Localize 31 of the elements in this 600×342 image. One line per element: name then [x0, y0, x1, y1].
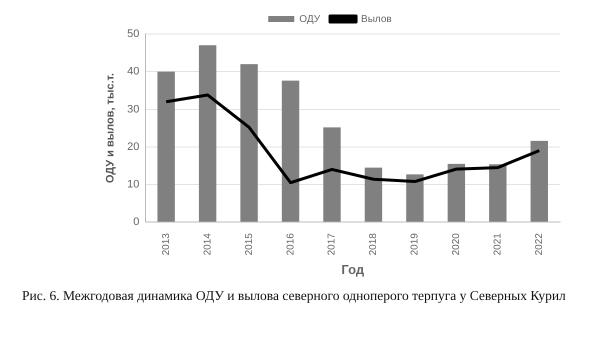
x-tick-label: 2020 [451, 232, 462, 256]
bar [530, 140, 548, 222]
x-tick-label: 2021 [492, 232, 504, 256]
bar [323, 127, 341, 222]
bar [282, 80, 300, 222]
y-tick-label: 50 [127, 28, 140, 40]
bar [157, 72, 175, 222]
legend-label: ОДУ [299, 14, 321, 25]
x-tick-label: 2022 [534, 232, 546, 256]
legend-label: Вылов [361, 14, 392, 25]
bar [198, 45, 216, 222]
x-tick-label: 2016 [285, 232, 296, 256]
bar [489, 164, 507, 222]
bar [448, 164, 466, 222]
x-tick-label: 2015 [244, 232, 255, 256]
x-tick-label: 2017 [326, 232, 338, 256]
x-tick-label: 2014 [202, 232, 214, 256]
x-axis-title: Год [341, 262, 365, 277]
bar [240, 64, 258, 222]
bar [406, 174, 424, 222]
y-axis-title: ОДУ и вылов, тыс.т. [104, 73, 117, 184]
bar [364, 168, 382, 222]
y-tick-label: 30 [127, 103, 140, 116]
x-tick-label: 2018 [368, 232, 380, 256]
text: Рис. 6. Межгодовая динамика ОДУ и вылова северного одноперого терпуга у Северных Курил [22, 288, 566, 304]
x-tick-label: 2019 [410, 232, 421, 256]
y-tick-label: 20 [127, 140, 140, 153]
y-tick-label: 10 [127, 178, 140, 191]
y-tick-label: 40 [127, 66, 140, 78]
x-tick-label: 2013 [160, 232, 172, 256]
y-tick-label: 0 [133, 216, 140, 228]
